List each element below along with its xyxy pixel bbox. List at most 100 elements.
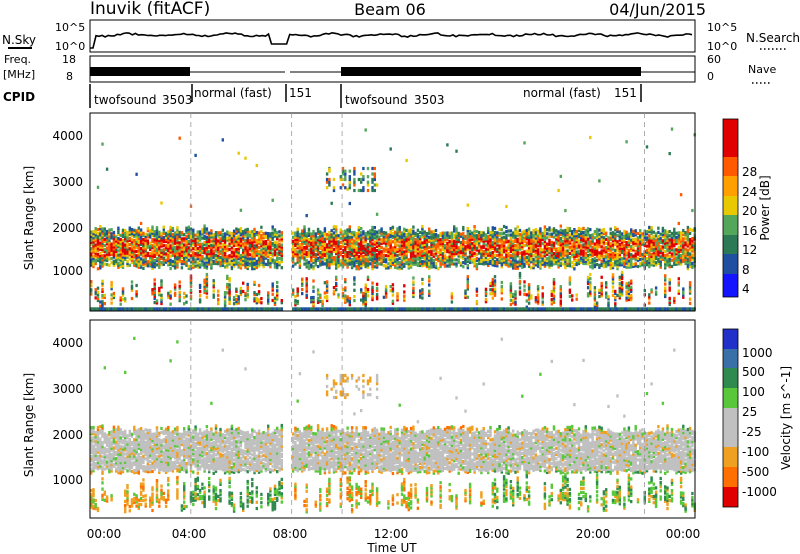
power-cell [335,281,338,286]
power-cell [173,307,177,311]
power-cell [632,248,635,252]
power-cell [403,298,406,302]
power-cell [307,248,311,252]
power-cell [321,237,324,242]
power-cell [591,262,594,266]
power-cell [462,261,465,265]
power-cell [276,291,279,295]
power-cell [527,295,531,299]
power-cell [639,243,642,247]
power-cell [645,263,649,267]
power-cell [246,284,249,289]
power-cell [571,254,574,258]
power-cell [371,256,374,260]
power-cell [609,254,612,258]
power-cell [291,307,295,311]
power-cell [178,237,181,241]
power-cell [305,244,308,248]
power-cell [598,263,601,267]
power-cell [466,295,469,299]
power-cell [586,243,590,247]
power-cell [650,307,653,311]
power-cell [455,247,458,252]
power-cell [146,307,150,311]
power-cell [142,260,145,264]
power-cell [196,251,199,255]
power-cell [158,257,161,261]
power-cell [103,237,106,241]
power-cell [536,262,540,266]
power-cell [595,301,599,305]
power-cell [126,239,129,243]
power-cell [430,253,433,257]
power-cell [584,233,587,237]
power-cell [171,228,175,233]
power-cell [623,307,626,311]
power-cell [164,258,168,262]
power-cell [119,298,122,302]
power-cell [133,245,136,249]
power-cell [430,261,433,265]
power-cell [223,244,227,248]
power-cell [339,175,342,179]
power-cell [92,236,95,240]
power-cell [539,233,542,237]
power-cell [176,257,179,261]
power-cell [580,244,583,248]
power-cell [244,238,247,242]
power-cell [398,240,401,244]
power-cell [400,260,404,264]
power-cell [507,258,510,262]
power-cell [316,307,320,311]
power-cell [396,260,399,264]
power-cell [278,307,281,311]
power-cell [389,233,392,237]
power-cell [344,250,347,254]
power-cell [99,227,102,231]
power-cell [128,243,131,247]
power-cell [294,254,297,258]
power-cell [344,231,347,235]
power-cell [178,307,181,311]
power-cell [455,252,458,256]
power-cell [267,301,270,305]
power-cell [577,233,581,237]
power-cell [328,237,331,241]
power-cell [198,230,202,234]
power-cell [223,248,227,252]
power-cell [493,232,497,237]
power-cell [178,286,181,290]
power-cell [391,256,395,260]
power-cell [475,299,479,304]
power-cell [664,292,667,296]
power-cell [468,254,472,258]
power-cell [584,253,587,257]
power-cell [130,232,134,236]
power-cell [110,257,113,261]
power-cell [625,247,628,251]
power-cell [598,290,601,294]
power-cell [303,233,306,237]
power-cell [101,262,104,266]
power-cell [543,225,547,229]
power-cell [620,250,624,255]
power-cell [183,253,186,257]
power-cell [239,256,243,260]
power-cell [378,262,381,266]
power-cell [267,258,270,262]
power-cell [276,259,279,263]
power-cell [419,259,422,263]
power-cell [657,247,660,251]
power-cell [135,283,138,288]
power-cell [173,285,177,289]
power-cell [482,260,485,264]
power-cell [192,230,195,234]
power-cell [586,275,590,279]
power-cell [523,235,526,239]
power-cell [428,237,431,241]
power-cell [518,286,522,290]
power-cell [398,246,401,250]
noise-sky-trace [90,31,693,49]
power-cell [614,252,617,257]
power-cell [335,247,338,252]
